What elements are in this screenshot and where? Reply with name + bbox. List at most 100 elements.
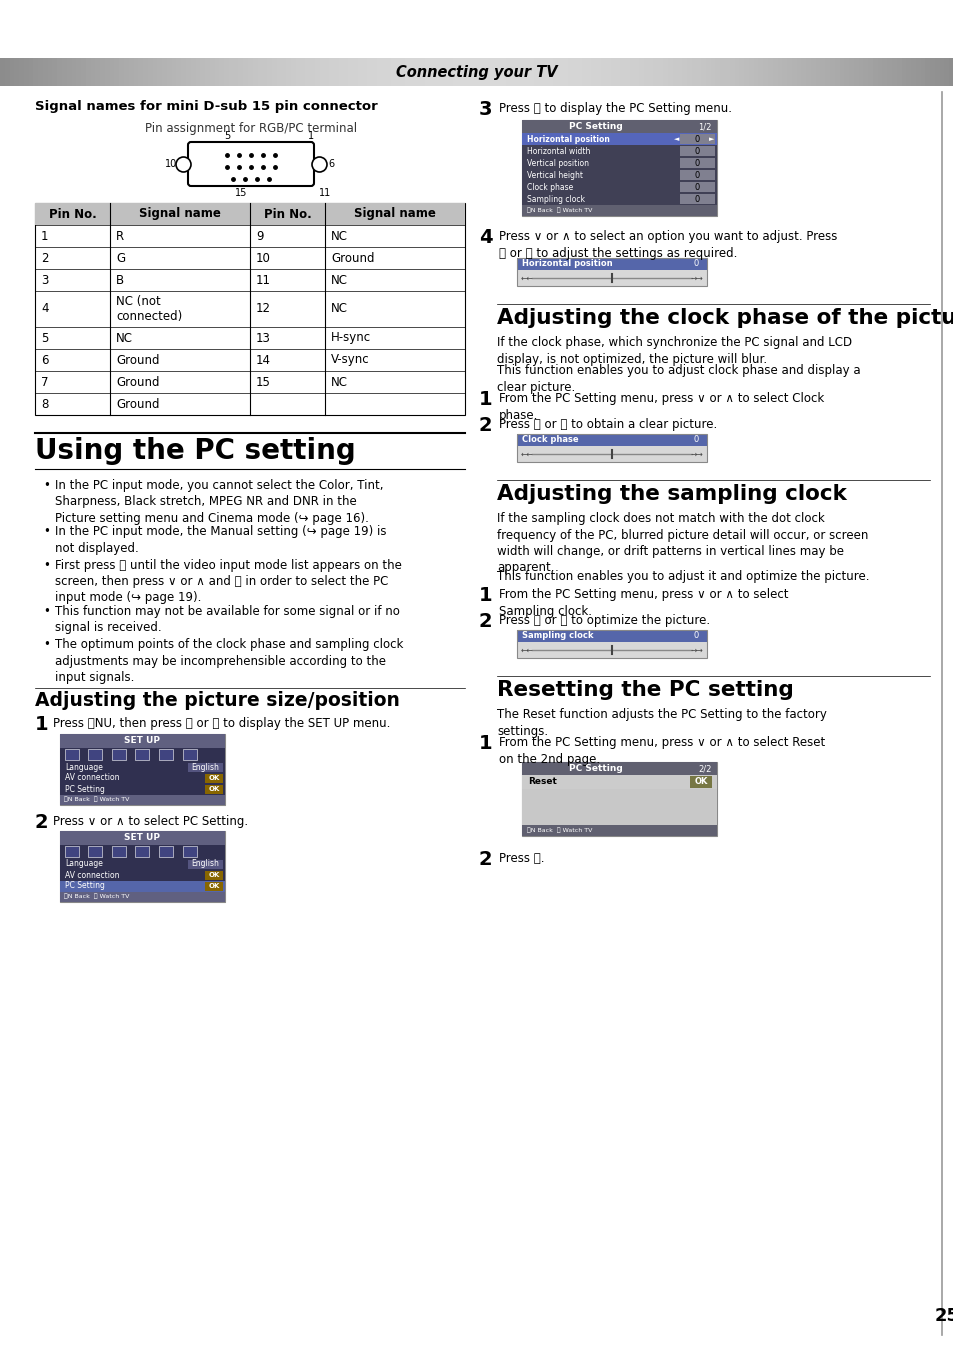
Bar	[112, 845, 126, 856]
Bar	[624, 58, 629, 86]
Text: 0: 0	[693, 436, 699, 444]
Bar	[777, 58, 781, 86]
Bar	[767, 58, 772, 86]
Bar	[262, 58, 267, 86]
Bar	[643, 58, 648, 86]
Bar	[210, 58, 214, 86]
Text: 0: 0	[693, 259, 699, 269]
Bar	[824, 58, 829, 86]
Bar	[238, 58, 243, 86]
Text: H-sync: H-sync	[331, 332, 371, 344]
Bar	[95, 58, 100, 86]
Bar	[658, 58, 662, 86]
Bar	[748, 58, 753, 86]
Bar	[872, 58, 877, 86]
Bar	[205, 882, 223, 891]
Bar	[924, 58, 929, 86]
Bar	[62, 58, 67, 86]
Bar	[805, 58, 810, 86]
Text: Signal name: Signal name	[139, 208, 221, 220]
Bar	[33, 58, 38, 86]
Bar	[405, 58, 410, 86]
Text: 10: 10	[165, 159, 177, 169]
Text: The Reset function adjusts the PC Setting to the factory
settings.: The Reset function adjusts the PC Settin…	[497, 707, 826, 737]
Text: ⓂΝ Back  ⓞ Watch TV: ⓂΝ Back ⓞ Watch TV	[526, 208, 592, 213]
Text: From the PC Setting menu, press ∨ or ∧ to select
Sampling clock.: From the PC Setting menu, press ∨ or ∧ t…	[498, 589, 788, 617]
Bar	[162, 58, 167, 86]
Text: •: •	[43, 639, 50, 651]
Text: 1: 1	[35, 716, 49, 734]
Text: In the PC input mode, you cannot select the Color, Tint,
Sharpness, Black stretc: In the PC input mode, you cannot select …	[55, 479, 383, 525]
Bar	[521, 120, 717, 134]
Bar	[24, 58, 29, 86]
Bar	[510, 58, 515, 86]
Text: 11: 11	[318, 188, 331, 198]
Bar	[724, 58, 729, 86]
Bar	[276, 58, 281, 86]
Text: Reset: Reset	[527, 778, 557, 787]
Bar	[272, 58, 276, 86]
Bar	[517, 643, 706, 657]
Bar	[429, 58, 434, 86]
Text: G: G	[116, 251, 125, 265]
Bar	[67, 58, 71, 86]
Text: From the PC Setting menu, press ∨ or ∧ to select Reset
on the 2nd page.: From the PC Setting menu, press ∨ or ∧ t…	[498, 736, 824, 765]
Text: 7: 7	[41, 375, 49, 389]
Text: 1: 1	[478, 586, 492, 605]
Text: 14: 14	[255, 354, 271, 366]
Bar	[338, 58, 343, 86]
Bar	[772, 58, 777, 86]
Text: NC: NC	[331, 375, 348, 389]
Bar	[810, 58, 815, 86]
Bar	[357, 58, 362, 86]
Bar	[314, 58, 319, 86]
Bar	[558, 58, 562, 86]
Bar	[581, 58, 586, 86]
Text: 6: 6	[328, 159, 334, 169]
Bar	[415, 58, 419, 86]
Bar	[200, 58, 205, 86]
Text: Horizontal width: Horizontal width	[526, 147, 590, 155]
Text: →→: →→	[690, 274, 702, 282]
Bar	[591, 58, 596, 86]
Bar	[86, 58, 91, 86]
Bar	[60, 869, 225, 880]
Bar	[896, 58, 901, 86]
Bar	[691, 58, 696, 86]
Text: This function may not be available for some signal or if no
signal is received.: This function may not be available for s…	[55, 605, 399, 634]
Bar	[521, 761, 717, 836]
Bar	[734, 58, 739, 86]
Text: 8: 8	[41, 397, 49, 410]
Bar	[29, 58, 33, 86]
Text: NC: NC	[116, 332, 133, 344]
Bar	[119, 58, 124, 86]
Bar	[159, 748, 172, 760]
Bar	[267, 58, 272, 86]
Bar	[705, 58, 710, 86]
Bar	[762, 58, 767, 86]
Bar	[38, 58, 43, 86]
Bar	[521, 169, 717, 181]
Bar	[524, 58, 529, 86]
Bar	[596, 58, 600, 86]
Bar	[65, 748, 79, 760]
Bar	[419, 58, 424, 86]
Bar	[89, 845, 102, 856]
Text: →→: →→	[690, 450, 702, 459]
Bar	[521, 144, 717, 157]
Bar	[629, 58, 634, 86]
Bar	[517, 433, 706, 446]
Bar	[167, 58, 172, 86]
Text: Clock phase: Clock phase	[521, 436, 578, 444]
Bar	[758, 58, 762, 86]
Text: ⓂΝ Back  ⓞ Watch TV: ⓂΝ Back ⓞ Watch TV	[64, 894, 130, 899]
Bar	[324, 58, 329, 86]
Bar	[700, 58, 705, 86]
Bar	[65, 845, 79, 856]
Text: 4: 4	[41, 302, 49, 316]
Bar	[89, 748, 102, 760]
Text: Vertical height: Vertical height	[526, 170, 582, 180]
Text: PC Setting: PC Setting	[65, 882, 105, 891]
Bar	[319, 58, 324, 86]
Bar	[562, 58, 567, 86]
